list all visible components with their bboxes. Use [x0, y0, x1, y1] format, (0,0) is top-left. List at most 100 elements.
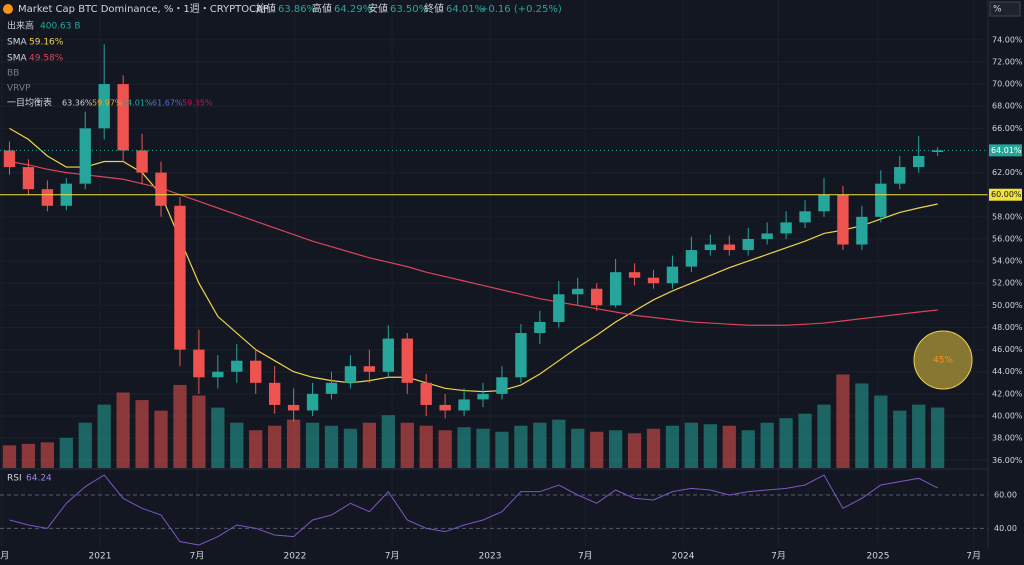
y-tick-label: 44.00% [992, 367, 1023, 376]
volume-bar [874, 395, 888, 468]
symbol-icon [3, 4, 13, 14]
ichimoku-value: 61.67% [152, 99, 183, 108]
candle-body [856, 216, 868, 245]
candle-body [231, 360, 243, 372]
price-tag-label: 64.01% [991, 146, 1022, 155]
volume-bar [173, 384, 187, 468]
candle-body [212, 371, 224, 378]
volume-label: 出来高 [7, 20, 34, 32]
candle-body [818, 194, 830, 212]
volume-bar [362, 422, 377, 468]
candle-body [250, 360, 262, 383]
candle-body [780, 222, 792, 234]
candle-body [704, 244, 717, 251]
volume-bar [665, 425, 680, 468]
volume-bar [836, 374, 850, 468]
x-tick-label: 7月 [578, 551, 593, 562]
y-tick-label: 58.00% [992, 212, 1023, 221]
bb-label: BB [7, 69, 19, 79]
y-tick-label: 66.00% [992, 124, 1023, 133]
candle-body [41, 189, 54, 206]
volume-bar [571, 428, 585, 468]
volume-bar [760, 422, 774, 468]
ichimoku-value: 59.97% [92, 99, 123, 108]
volume-bar [722, 425, 736, 468]
candle-body [628, 272, 641, 278]
candle-body [458, 399, 470, 411]
volume-bar [324, 425, 339, 468]
volume-bar [381, 415, 395, 468]
candle-body [799, 211, 811, 223]
close-label: 終値 [424, 2, 444, 15]
volume-bar [741, 430, 755, 468]
rsi-value: 64.24 [26, 474, 52, 484]
candle-body [647, 277, 660, 284]
sma-label: SMA [7, 54, 27, 64]
candle-body [268, 382, 281, 405]
x-tick-label: 7月 [190, 551, 205, 562]
volume-bar [59, 437, 73, 468]
candle-body [306, 393, 319, 411]
candle-body [79, 128, 91, 184]
x-tick-label: 7月 [966, 551, 981, 562]
y-tick-label: 42.00% [992, 389, 1023, 398]
candle-body [325, 382, 338, 394]
volume-bar [817, 404, 831, 468]
annotation-text: 45% [933, 356, 953, 366]
candle-body [420, 382, 432, 405]
candle-body [98, 84, 110, 129]
annotation-circle [913, 330, 973, 390]
change-value: +0.16 (+0.25%) [480, 4, 562, 15]
ichimoku-value: 64.01% [122, 99, 153, 108]
rsi-label: RSI [7, 474, 22, 484]
candle-body [837, 194, 849, 245]
volume-bar [343, 428, 358, 468]
candle-body [382, 338, 394, 372]
unit-label[interactable]: % [993, 5, 1002, 15]
unit-button[interactable] [989, 1, 1021, 17]
volume-bar [912, 404, 926, 468]
y-tick-label: 70.00% [992, 80, 1023, 89]
volume-bar [230, 422, 244, 468]
volume-bar [116, 392, 130, 468]
candle-body [553, 294, 565, 322]
volume-bar [268, 425, 282, 468]
candle-body [761, 233, 773, 239]
volume-bar [154, 410, 168, 468]
candle-body [723, 244, 735, 251]
candle-body [439, 404, 451, 411]
volume-bar [552, 419, 566, 468]
candle-body [572, 288, 584, 295]
x-tick-label: 2025 [867, 552, 890, 562]
volume-bar [798, 413, 812, 468]
y-tick-label: 48.00% [992, 323, 1023, 332]
volume-bar [249, 430, 263, 468]
x-tick-label: 7月 [0, 551, 9, 562]
close-value: 64.01% [446, 4, 484, 15]
y-tick-label: 72.00% [992, 57, 1023, 66]
y-tick-label: 54.00% [992, 257, 1023, 266]
candle-body [534, 321, 546, 334]
volume-bar [590, 431, 604, 468]
volume-bar [305, 422, 320, 468]
low-value: 63.50% [390, 4, 428, 15]
volume-bar [135, 400, 149, 468]
candle-body [174, 205, 186, 350]
price-tag [989, 144, 1022, 157]
rsi-line [9, 474, 938, 546]
y-tick-label: 62.00% [992, 168, 1023, 177]
price-tag [989, 188, 1022, 201]
volume-bar [97, 404, 111, 468]
open-value: 63.86% [278, 4, 316, 15]
candle-body [875, 183, 887, 217]
candle-body [894, 167, 906, 184]
x-tick-label: 2023 [479, 552, 502, 562]
candle-body [742, 238, 754, 251]
volume-bar [495, 431, 509, 468]
candle-body [401, 338, 413, 383]
candle-body [685, 250, 698, 267]
volume-bar [40, 442, 54, 468]
volume-bar [514, 425, 528, 468]
